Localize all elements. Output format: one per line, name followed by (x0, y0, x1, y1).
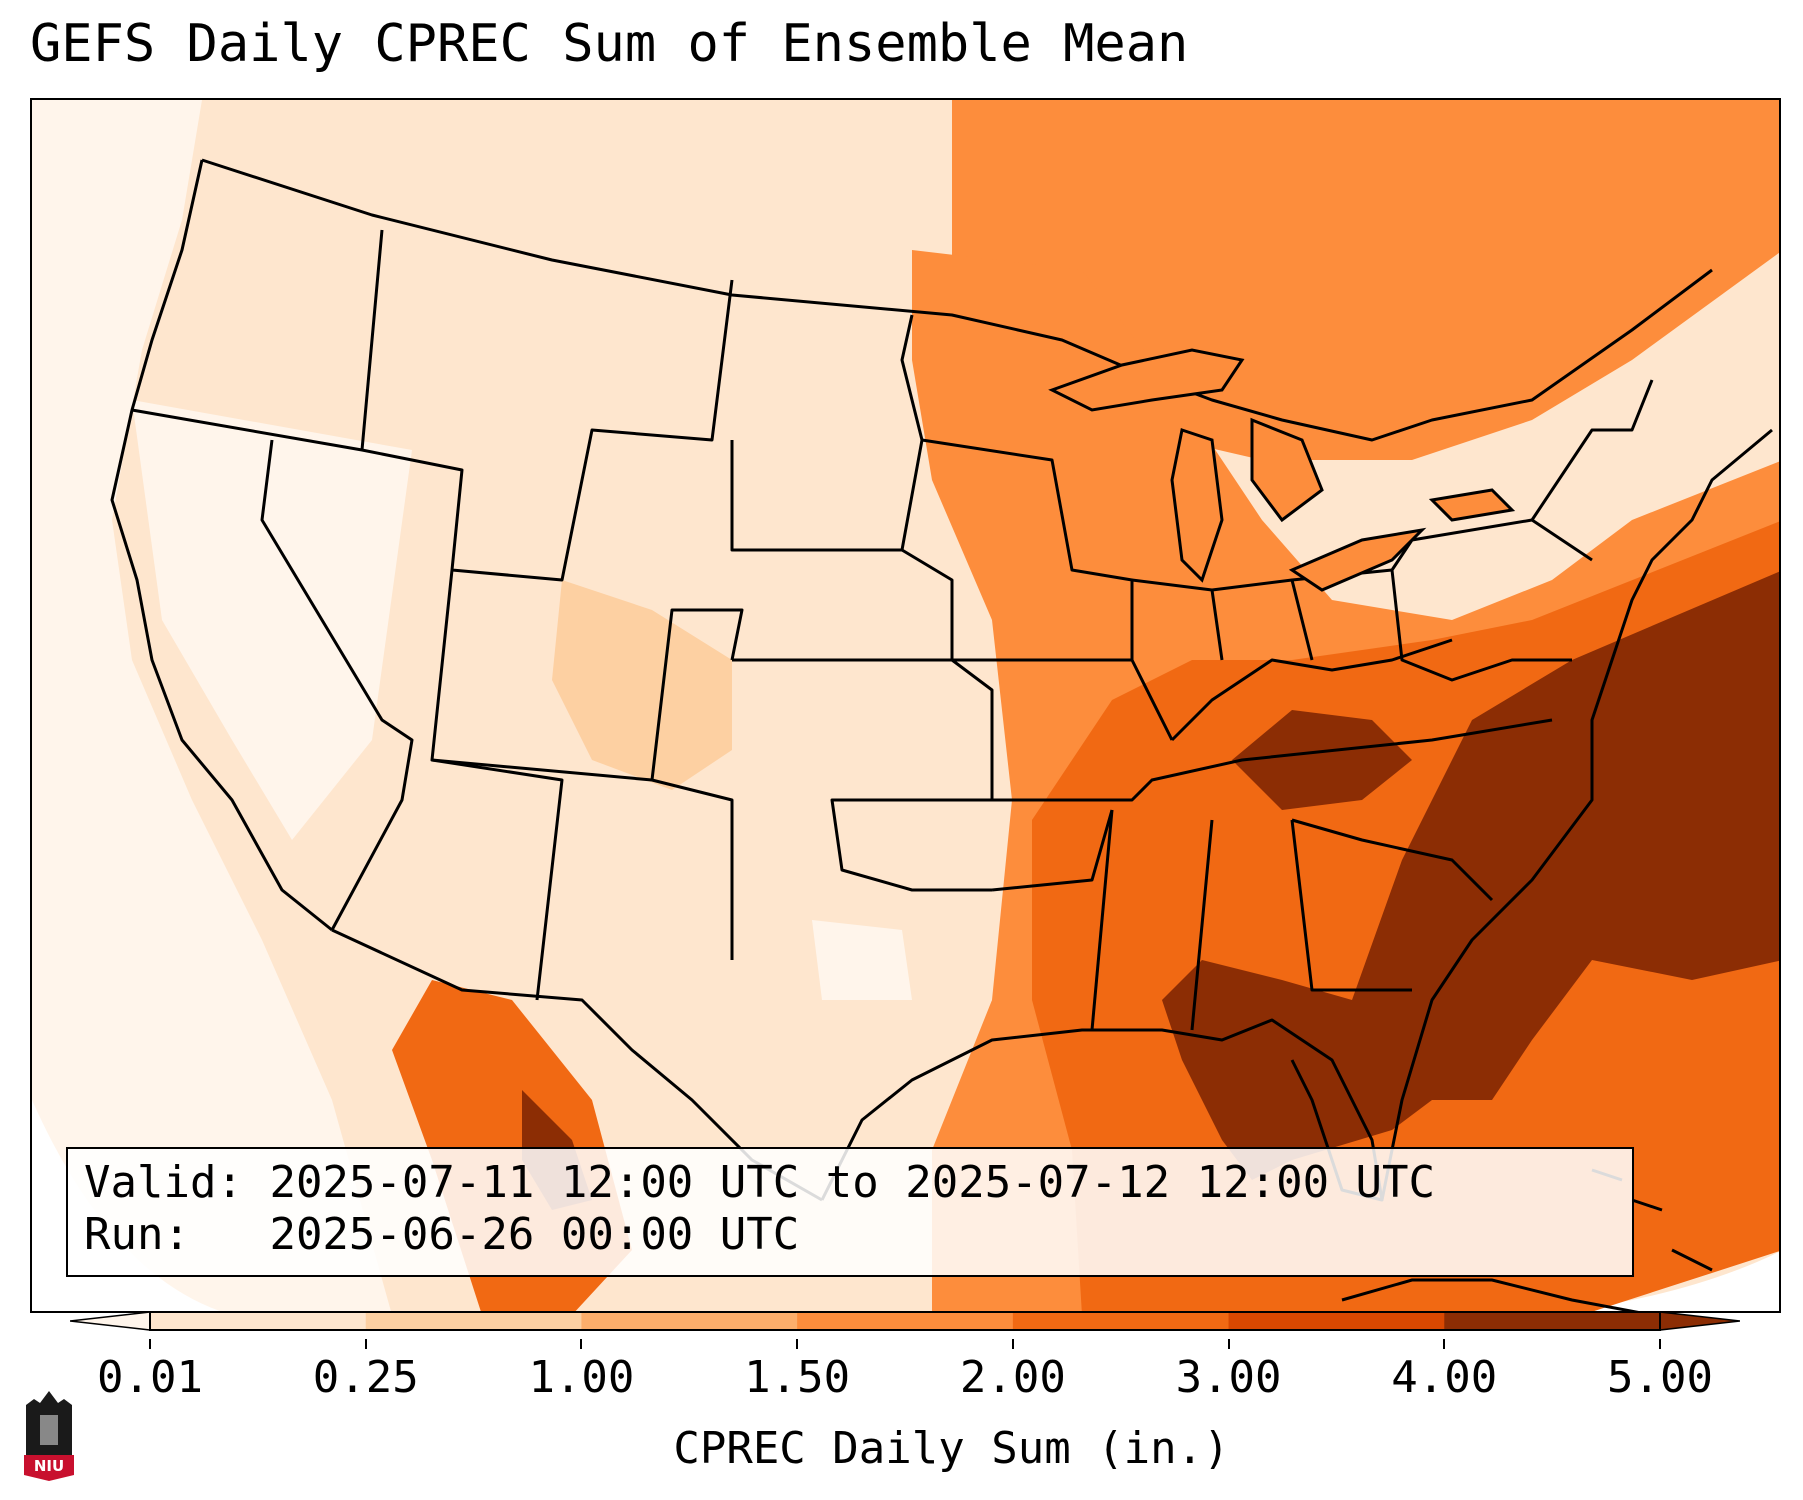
lake-superior (1048, 348, 1245, 412)
state-line (1530, 379, 1654, 521)
colorbar-tick-mark (1011, 1339, 1014, 1349)
colorbar-tick-label: 2.00 (959, 1352, 1066, 1403)
precip-field-southeast-heavy (1162, 571, 1779, 1180)
map-panel[interactable] (30, 98, 1781, 1313)
colorbar-tick-mark (1659, 1339, 1661, 1349)
west-coast (110, 159, 333, 932)
colorbar-tick-label: 3.00 (1175, 1352, 1282, 1403)
state-line (651, 778, 734, 960)
colorbar-tick-label: 5.00 (1607, 1352, 1713, 1403)
colorbar-extend-low (70, 1311, 151, 1331)
colorbar-tick-label: 0.25 (312, 1352, 419, 1403)
precip-map (32, 100, 1779, 1311)
colorbar-tick-label: 4.00 (1391, 1352, 1498, 1403)
colorbar-tick-label: 0.01 (97, 1352, 203, 1403)
state-line (900, 314, 924, 551)
valid-time-range: 2025-07-11 12:00 UTC to 2025-07-12 12:00… (269, 1157, 1436, 1208)
colorbar-segment (1012, 1312, 1230, 1330)
valid-label: Valid: (84, 1157, 243, 1208)
run-label: Run: (84, 1209, 190, 1260)
colorbar-segment (1228, 1312, 1445, 1330)
colorbar-tick-mark (149, 1339, 151, 1349)
lake-ontario (1428, 488, 1516, 522)
state-line (991, 809, 1114, 892)
great-lakes (1048, 348, 1516, 592)
state-boundaries (110, 158, 1773, 1202)
lake-erie (1288, 527, 1427, 592)
precip-field-great-basin (132, 400, 412, 840)
cuba (1341, 1278, 1639, 1311)
state-line (1090, 809, 1114, 1031)
logo-window (40, 1415, 58, 1445)
colorbar-segment (581, 1312, 798, 1330)
state-line (732, 658, 994, 892)
state-line (1190, 819, 1214, 1031)
niu-logo-text: NIU (33, 1457, 65, 1475)
east-coast (1380, 428, 1773, 1201)
state-line (260, 439, 414, 931)
precip-field-texas-light (812, 920, 912, 1000)
niu-logo (24, 1391, 74, 1481)
colorbar-tick-label: 1.50 (744, 1352, 851, 1403)
colorbar (70, 1311, 1740, 1331)
precip-field-pacific (32, 100, 391, 1311)
colorbar-segment (797, 1312, 1014, 1330)
lake-michigan (1170, 428, 1224, 583)
colorbar-segment (150, 1312, 367, 1330)
precip-field-tennessee-heavy (1232, 710, 1412, 810)
colorbar-segments (150, 1312, 1661, 1330)
colorbar-segment (365, 1312, 582, 1330)
colorbar-extend-high (1659, 1311, 1740, 1331)
state-line (1390, 569, 1572, 682)
colorbar-label: CPREC Daily Sum (in.) (673, 1423, 1230, 1474)
colorbar-tick-mark (580, 1339, 583, 1349)
projection-edge-right (1566, 1251, 1779, 1311)
valid-run-info-box: Valid: 2025-07-11 12:00 UTC to 2025-07-1… (66, 1147, 1634, 1277)
state-line (1291, 818, 1494, 902)
state-line (430, 569, 744, 782)
colorbar-tick-mark (364, 1339, 367, 1349)
colorbar-outline (149, 1311, 1661, 1331)
state-line (921, 438, 1174, 741)
colorbar-tick-mark (1443, 1339, 1446, 1349)
state-line (992, 718, 1553, 802)
state-line (1290, 819, 1412, 992)
precip-field-rockies (552, 580, 732, 790)
lake-huron (1250, 417, 1324, 523)
colorbar-tick-mark (796, 1339, 799, 1349)
logo-base (24, 1455, 74, 1481)
colorbar-tick-label: 1.00 (528, 1352, 635, 1403)
colorbar-segment (1444, 1312, 1661, 1330)
state-line (361, 279, 734, 582)
run-time: 2025-06-26 00:00 UTC (269, 1209, 800, 1260)
map-title: GEFS Daily CPREC Sum of Ensemble Mean (30, 14, 1189, 74)
colorbar-tick-mark (1227, 1339, 1230, 1349)
state-line (431, 758, 564, 1001)
